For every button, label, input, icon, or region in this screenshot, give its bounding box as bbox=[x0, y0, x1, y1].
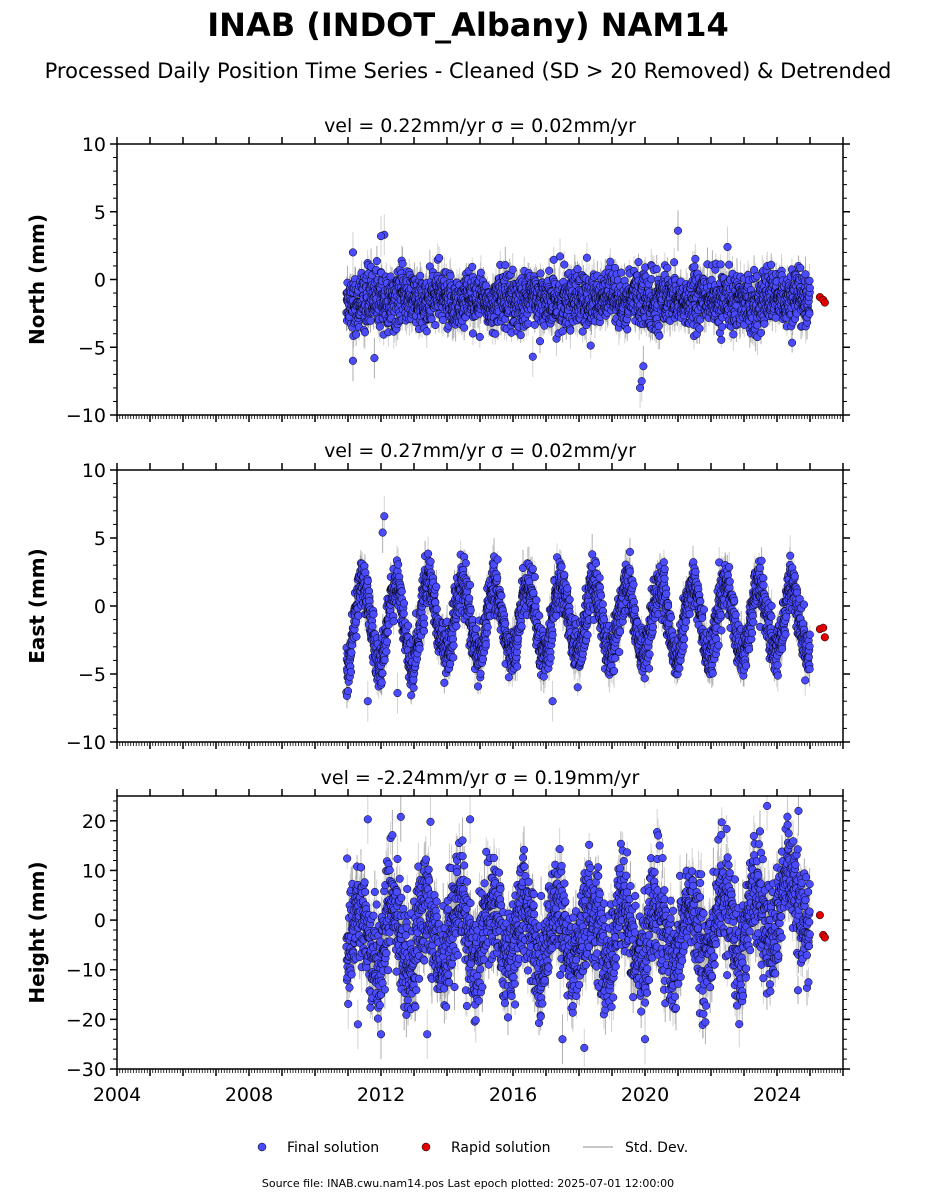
final-solution-point bbox=[476, 268, 485, 277]
final-solution-point bbox=[617, 268, 626, 277]
final-solution-point bbox=[475, 332, 484, 341]
final-solution-point bbox=[760, 319, 769, 328]
final-solution-point bbox=[606, 257, 615, 266]
final-solution-point bbox=[536, 269, 545, 278]
final-solution-point bbox=[695, 324, 704, 333]
final-solution-point bbox=[555, 252, 565, 261]
final-solution-point bbox=[549, 255, 558, 264]
final-solution-point bbox=[725, 260, 734, 269]
final-solution-point bbox=[508, 265, 517, 274]
final-solution-point bbox=[416, 271, 425, 280]
final-solution-point bbox=[558, 327, 567, 336]
final-solution-point bbox=[422, 327, 431, 336]
panel-title: vel = 0.22mm/yr σ = 0.02mm/yr bbox=[324, 115, 636, 137]
final-solution-point bbox=[582, 253, 591, 262]
final-solution-point bbox=[375, 322, 384, 331]
final-solution-point bbox=[717, 335, 726, 344]
final-solution-point bbox=[372, 257, 381, 266]
final-solution-point bbox=[663, 263, 672, 272]
final-solution-point bbox=[460, 323, 469, 332]
final-solution-point bbox=[756, 328, 766, 337]
final-solution-point bbox=[634, 258, 643, 267]
final-solution-point bbox=[427, 314, 436, 324]
final-solution-point bbox=[690, 262, 699, 271]
final-solution-point bbox=[468, 262, 477, 271]
final-solution-point bbox=[654, 322, 663, 331]
final-solution-point bbox=[647, 275, 656, 284]
final-solution-point bbox=[438, 315, 448, 325]
final-solution-point bbox=[468, 329, 477, 338]
final-solution-point bbox=[360, 328, 370, 337]
final-solution-point bbox=[352, 330, 361, 339]
final-solution-point bbox=[398, 259, 407, 268]
final-solution-point bbox=[446, 271, 455, 280]
final-solution-point bbox=[566, 326, 575, 335]
final-solution-point bbox=[586, 341, 595, 350]
final-solution-point bbox=[729, 330, 738, 339]
final-solution-point bbox=[573, 265, 582, 274]
figure-subtitle: Processed Daily Position Time Series - C… bbox=[45, 59, 892, 83]
final-solution-point bbox=[560, 260, 569, 269]
final-solution-point bbox=[655, 331, 664, 340]
final-solution-point bbox=[545, 266, 554, 275]
final-solution-point bbox=[516, 331, 525, 340]
final-solution-point bbox=[501, 261, 510, 270]
final-solution-point bbox=[753, 321, 762, 330]
final-solution-point bbox=[670, 258, 679, 267]
y-axis-label: North (mm) bbox=[25, 214, 49, 345]
figure-title: INAB (INDOT_Albany) NAM14 bbox=[207, 6, 728, 44]
final-solution-point bbox=[524, 319, 533, 328]
final-solution-point bbox=[718, 322, 727, 331]
final-solution-point bbox=[623, 325, 632, 334]
final-solution-point bbox=[691, 254, 700, 263]
final-solution-point bbox=[366, 316, 375, 325]
final-solution-point bbox=[578, 327, 587, 336]
final-solution-point bbox=[431, 320, 440, 330]
final-solution-point bbox=[652, 264, 661, 274]
final-solution-point bbox=[491, 329, 500, 338]
final-solution-point bbox=[535, 337, 545, 346]
final-solution-point bbox=[716, 260, 725, 269]
final-solution-point bbox=[435, 253, 444, 262]
final-solution-point bbox=[530, 320, 539, 329]
plot-area bbox=[342, 210, 829, 409]
